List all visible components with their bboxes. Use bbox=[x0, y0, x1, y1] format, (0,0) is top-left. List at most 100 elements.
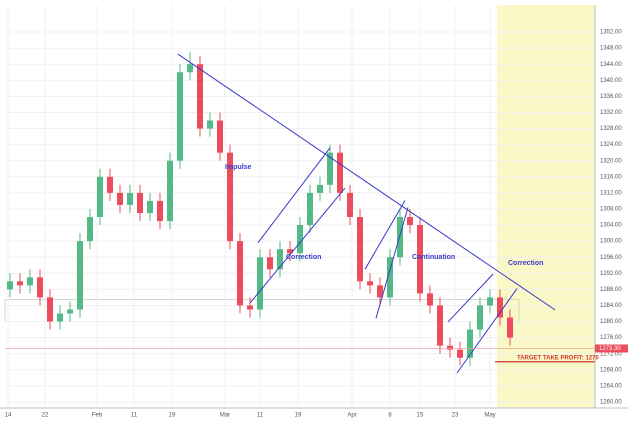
y-tick-label: 1284.00 bbox=[600, 303, 622, 309]
target-label: TARGET TAKE PROFIT: 1270 bbox=[517, 355, 599, 361]
highlight-zone bbox=[497, 5, 595, 408]
candle-body bbox=[47, 297, 53, 322]
candle-body bbox=[177, 72, 183, 161]
candle-body bbox=[97, 176, 103, 217]
y-tick-label: 1304.00 bbox=[600, 223, 622, 229]
y-tick-label: 1328.00 bbox=[600, 126, 622, 132]
y-tick-label: 1296.00 bbox=[600, 255, 622, 261]
x-tick-label: 22 bbox=[42, 413, 49, 419]
candle-body bbox=[407, 217, 413, 226]
y-tick-label: 1324.00 bbox=[600, 142, 622, 148]
candle-body bbox=[467, 329, 473, 358]
x-tick-label: May bbox=[484, 413, 495, 419]
candle-body bbox=[347, 192, 353, 217]
x-tick-label: 11 bbox=[257, 413, 264, 419]
candle-body bbox=[157, 200, 163, 222]
x-tick-label: 8 bbox=[388, 413, 392, 419]
candle-body bbox=[337, 152, 343, 193]
price-label: 1273.30 bbox=[599, 346, 621, 352]
x-tick-label: Mar bbox=[220, 413, 230, 419]
y-tick-label: 1300.00 bbox=[600, 239, 622, 245]
candle-body bbox=[397, 217, 403, 258]
y-tick-label: 1268.00 bbox=[600, 367, 622, 373]
candle-body bbox=[497, 297, 503, 318]
y-tick-label: 1320.00 bbox=[600, 158, 622, 164]
y-tick-label: 1348.00 bbox=[600, 46, 622, 52]
trend-line bbox=[257, 147, 331, 244]
candle-body bbox=[247, 305, 253, 310]
trend-line bbox=[456, 288, 518, 374]
candle-body bbox=[257, 257, 263, 310]
annotation: Impulse bbox=[225, 164, 252, 171]
candle-body bbox=[167, 160, 173, 222]
candle-body bbox=[137, 192, 143, 213]
candle-body bbox=[237, 241, 243, 306]
candle-body bbox=[457, 349, 463, 358]
y-tick-label: 1332.00 bbox=[600, 110, 622, 116]
candle-body bbox=[267, 257, 273, 270]
y-tick-label: 1344.00 bbox=[600, 62, 622, 68]
y-tick-label: 1280.00 bbox=[600, 319, 622, 325]
candle-body bbox=[277, 249, 283, 270]
candle-body bbox=[217, 120, 223, 153]
x-tick-label: Feb bbox=[92, 413, 103, 419]
candle-body bbox=[447, 345, 453, 350]
candle-body bbox=[67, 309, 73, 314]
trend-line bbox=[177, 53, 556, 311]
candle-body bbox=[367, 281, 373, 286]
candle-body bbox=[37, 277, 43, 298]
candle-body bbox=[507, 317, 513, 338]
candle-body bbox=[57, 313, 63, 322]
candle-body bbox=[377, 285, 383, 298]
grid-layer bbox=[5, 5, 595, 408]
x-tick-label: 19 bbox=[295, 413, 302, 419]
candle-body bbox=[317, 184, 323, 193]
y-tick-label: 1352.00 bbox=[600, 30, 622, 36]
trend-line bbox=[447, 273, 494, 323]
y-tick-label: 1336.00 bbox=[600, 94, 622, 100]
y-tick-label: 1292.00 bbox=[600, 271, 622, 277]
candle-body bbox=[227, 152, 233, 242]
y-tick-label: 1288.00 bbox=[600, 287, 622, 293]
candle-body bbox=[287, 249, 293, 254]
y-tick-label: 1316.00 bbox=[600, 174, 622, 180]
x-tick-label: 14 bbox=[5, 413, 12, 419]
x-tick-label: 19 bbox=[169, 413, 176, 419]
candle-body bbox=[357, 217, 363, 282]
candle-body bbox=[187, 64, 193, 73]
candle-body bbox=[487, 297, 493, 306]
candle-body bbox=[307, 192, 313, 226]
y-tick-label: 1340.00 bbox=[600, 78, 622, 84]
candle-body bbox=[437, 305, 443, 346]
candle-body bbox=[27, 277, 33, 286]
candle-body bbox=[197, 64, 203, 129]
annotation: Correction bbox=[286, 254, 321, 261]
candle-body bbox=[87, 217, 93, 242]
candle-body bbox=[477, 305, 483, 330]
y-tick-label: 1308.00 bbox=[600, 207, 622, 213]
candle-body bbox=[387, 257, 393, 298]
candle-body bbox=[417, 225, 423, 294]
plot-layer bbox=[5, 52, 595, 374]
candle-body bbox=[207, 120, 213, 129]
annotation: Correction bbox=[508, 260, 543, 267]
back-layer bbox=[4, 5, 595, 408]
y-tick-label: 1272.00 bbox=[600, 351, 622, 357]
candle-body bbox=[297, 225, 303, 254]
annotation: Continuation bbox=[412, 254, 455, 261]
x-tick-label: 15 bbox=[417, 413, 424, 419]
x-tick-label: Apr bbox=[347, 413, 356, 419]
candle-body bbox=[327, 152, 333, 185]
y-tick-label: 1276.00 bbox=[600, 335, 622, 341]
trend-line bbox=[249, 187, 346, 304]
x-tick-label: 23 bbox=[452, 413, 459, 419]
candle-body bbox=[107, 176, 113, 193]
candle-body bbox=[7, 281, 13, 290]
trend-line bbox=[364, 200, 406, 270]
y-tick-label: 1260.00 bbox=[600, 400, 622, 406]
x-tick-label: 11 bbox=[131, 413, 138, 419]
trend-line bbox=[375, 207, 409, 319]
candle-body bbox=[147, 200, 153, 213]
candle-body bbox=[117, 192, 123, 205]
